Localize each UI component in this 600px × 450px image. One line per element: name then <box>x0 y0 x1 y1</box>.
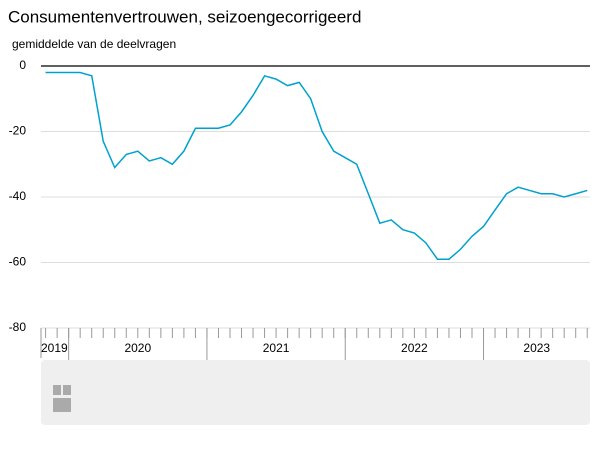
footer-panel <box>41 360 590 425</box>
chart-title: Consumentenvertrouwen, seizoengecorrigee… <box>8 7 361 26</box>
x-tick-label: 2023 <box>523 341 550 355</box>
logo <box>53 385 71 412</box>
y-tick-label: -80 <box>9 320 27 334</box>
y-tick-label: 0 <box>19 58 26 72</box>
y-axis-label: gemiddelde van de deelvragen <box>12 37 176 51</box>
y-tick-label: -20 <box>9 124 27 138</box>
x-tick-label: 2021 <box>263 341 290 355</box>
data-line <box>45 71 588 260</box>
y-tick-label: -40 <box>9 189 27 203</box>
x-tick-label: 2022 <box>401 341 428 355</box>
x-tick-label: 2020 <box>124 341 151 355</box>
x-tick-label: 2019 <box>41 341 68 355</box>
y-tick-label: -60 <box>9 255 27 269</box>
